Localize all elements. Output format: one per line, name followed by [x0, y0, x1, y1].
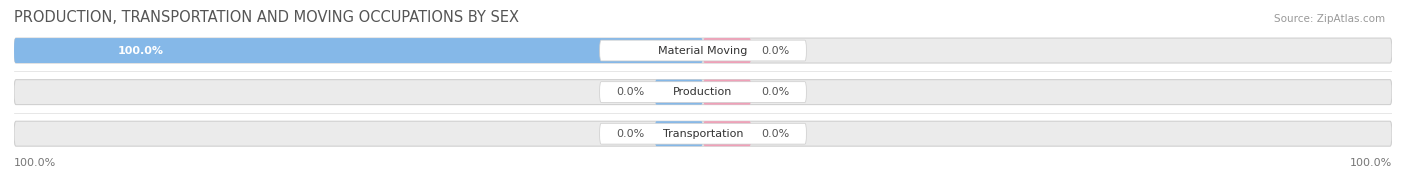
FancyBboxPatch shape [703, 38, 751, 63]
FancyBboxPatch shape [599, 40, 807, 61]
Text: Material Moving: Material Moving [658, 45, 748, 55]
FancyBboxPatch shape [14, 80, 1392, 105]
Text: 0.0%: 0.0% [762, 129, 790, 139]
Text: Transportation: Transportation [662, 129, 744, 139]
Text: 100.0%: 100.0% [1350, 158, 1392, 168]
Text: 0.0%: 0.0% [762, 45, 790, 55]
FancyBboxPatch shape [655, 80, 703, 105]
Text: 0.0%: 0.0% [762, 87, 790, 97]
FancyBboxPatch shape [703, 121, 751, 146]
Text: 0.0%: 0.0% [616, 87, 644, 97]
FancyBboxPatch shape [655, 121, 703, 146]
Text: 100.0%: 100.0% [118, 45, 163, 55]
Text: Source: ZipAtlas.com: Source: ZipAtlas.com [1274, 14, 1385, 24]
FancyBboxPatch shape [14, 121, 1392, 146]
Text: 100.0%: 100.0% [14, 158, 56, 168]
FancyBboxPatch shape [703, 80, 751, 105]
Text: Production: Production [673, 87, 733, 97]
FancyBboxPatch shape [14, 38, 1392, 63]
FancyBboxPatch shape [14, 38, 703, 63]
FancyBboxPatch shape [599, 82, 807, 103]
Text: PRODUCTION, TRANSPORTATION AND MOVING OCCUPATIONS BY SEX: PRODUCTION, TRANSPORTATION AND MOVING OC… [14, 10, 519, 25]
FancyBboxPatch shape [599, 123, 807, 144]
Text: 0.0%: 0.0% [616, 129, 644, 139]
